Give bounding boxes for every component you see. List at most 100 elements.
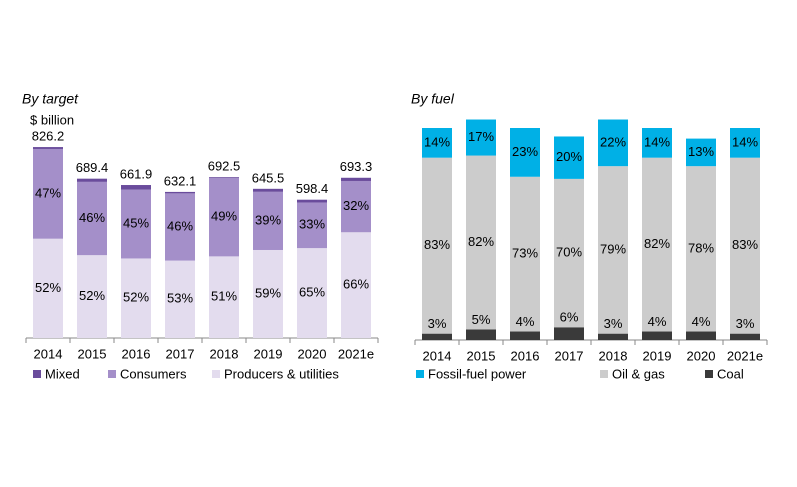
bar-segment (297, 202, 327, 249)
legend-marker (705, 370, 713, 378)
bar-segment (730, 157, 760, 334)
data-label: 79% (600, 241, 626, 256)
chart-title: By target (22, 91, 79, 107)
x-tick-label: 2018 (599, 348, 628, 363)
bar-segment (642, 128, 672, 158)
bar-segment (642, 331, 672, 340)
data-label: 83% (424, 237, 450, 252)
total-label: 692.5 (208, 159, 241, 174)
data-label: 3% (428, 316, 447, 331)
bar-segment (253, 188, 283, 192)
legend-marker (600, 370, 608, 378)
bar-segment (33, 148, 63, 239)
bar-segment (686, 138, 716, 167)
bar-stack (121, 185, 151, 338)
bar-segment (642, 157, 672, 332)
data-label: 70% (556, 245, 582, 260)
bar-segment (77, 255, 107, 338)
data-label: 17% (468, 129, 494, 144)
data-label: 66% (343, 277, 369, 292)
bar-segment (165, 191, 195, 194)
bar-stack (642, 128, 672, 340)
total-label: 598.4 (296, 181, 329, 196)
bar-stack (730, 128, 760, 340)
bar-stack (686, 138, 716, 340)
bar-stack (165, 191, 195, 338)
data-label: 22% (600, 134, 626, 149)
data-label: 47% (35, 185, 61, 200)
data-label: 14% (424, 134, 450, 149)
bar-segment (341, 177, 371, 181)
bar-segment (554, 327, 584, 340)
data-label: 3% (604, 316, 623, 331)
total-label: 661.9 (120, 166, 153, 181)
x-tick-label: 2020 (298, 346, 327, 361)
bar-stack (466, 119, 496, 340)
bar-stack (209, 177, 239, 338)
x-tick-label: 2018 (210, 346, 239, 361)
bar-segment (686, 331, 716, 340)
x-tick-label: 2015 (78, 346, 107, 361)
legend-marker (33, 370, 41, 378)
bar-segment (165, 260, 195, 338)
bar-segment (510, 176, 540, 332)
data-label: 39% (255, 212, 281, 227)
legend-label: Oil & gas (612, 366, 665, 381)
bar-segment (121, 189, 151, 259)
bar-segment (598, 166, 628, 334)
data-label: 53% (167, 291, 193, 306)
data-label: 65% (299, 284, 325, 299)
legend-label: Coal (717, 366, 744, 381)
x-tick-label: 2017 (166, 346, 195, 361)
bar-stack (253, 188, 283, 338)
total-label: 826.2 (32, 128, 65, 143)
data-label: 46% (167, 218, 193, 233)
x-tick-label: 2016 (511, 348, 540, 363)
data-label: 82% (468, 234, 494, 249)
bar-segment (341, 232, 371, 338)
bar-stack (297, 199, 327, 338)
data-label: 13% (688, 144, 714, 159)
data-label: 32% (343, 198, 369, 213)
data-label: 45% (123, 215, 149, 230)
bar-stack (598, 119, 628, 340)
data-label: 51% (211, 289, 237, 304)
bar-segment (209, 256, 239, 338)
bar-segment (77, 178, 107, 182)
x-tick-label: 2021e (338, 346, 374, 361)
x-tick-label: 2016 (122, 346, 151, 361)
bar-segment (554, 178, 584, 328)
data-label: 83% (732, 237, 758, 252)
x-tick-label: 2021e (727, 348, 763, 363)
x-tick-label: 2015 (467, 348, 496, 363)
bar-stack (554, 136, 584, 340)
data-label: 73% (512, 246, 538, 261)
legend-marker (416, 370, 424, 378)
x-tick-label: 2017 (555, 348, 584, 363)
legend-marker (108, 370, 116, 378)
bar-segment (253, 191, 283, 250)
data-label: 23% (512, 144, 538, 159)
data-label: 82% (644, 236, 670, 251)
bar-segment (33, 238, 63, 338)
data-label: 14% (644, 134, 670, 149)
bar-segment (730, 333, 760, 340)
bar-segment (165, 193, 195, 261)
data-label: 4% (648, 314, 667, 329)
bar-segment (466, 155, 496, 330)
bar-segment (730, 128, 760, 158)
legend-label: Producers & utilities (224, 366, 339, 381)
bar-segment (422, 333, 452, 340)
bar-stack (77, 178, 107, 338)
data-label: 59% (255, 285, 281, 300)
data-label: 49% (211, 209, 237, 224)
bar-stack (422, 128, 452, 340)
legend-marker (212, 370, 220, 378)
total-label: 632.1 (164, 173, 197, 188)
data-label: 20% (556, 149, 582, 164)
total-label: 689.4 (76, 160, 109, 175)
legend-label: Fossil-fuel power (428, 366, 527, 381)
bar-segment (598, 119, 628, 167)
x-tick-label: 2014 (34, 346, 63, 361)
bar-segment (422, 157, 452, 334)
